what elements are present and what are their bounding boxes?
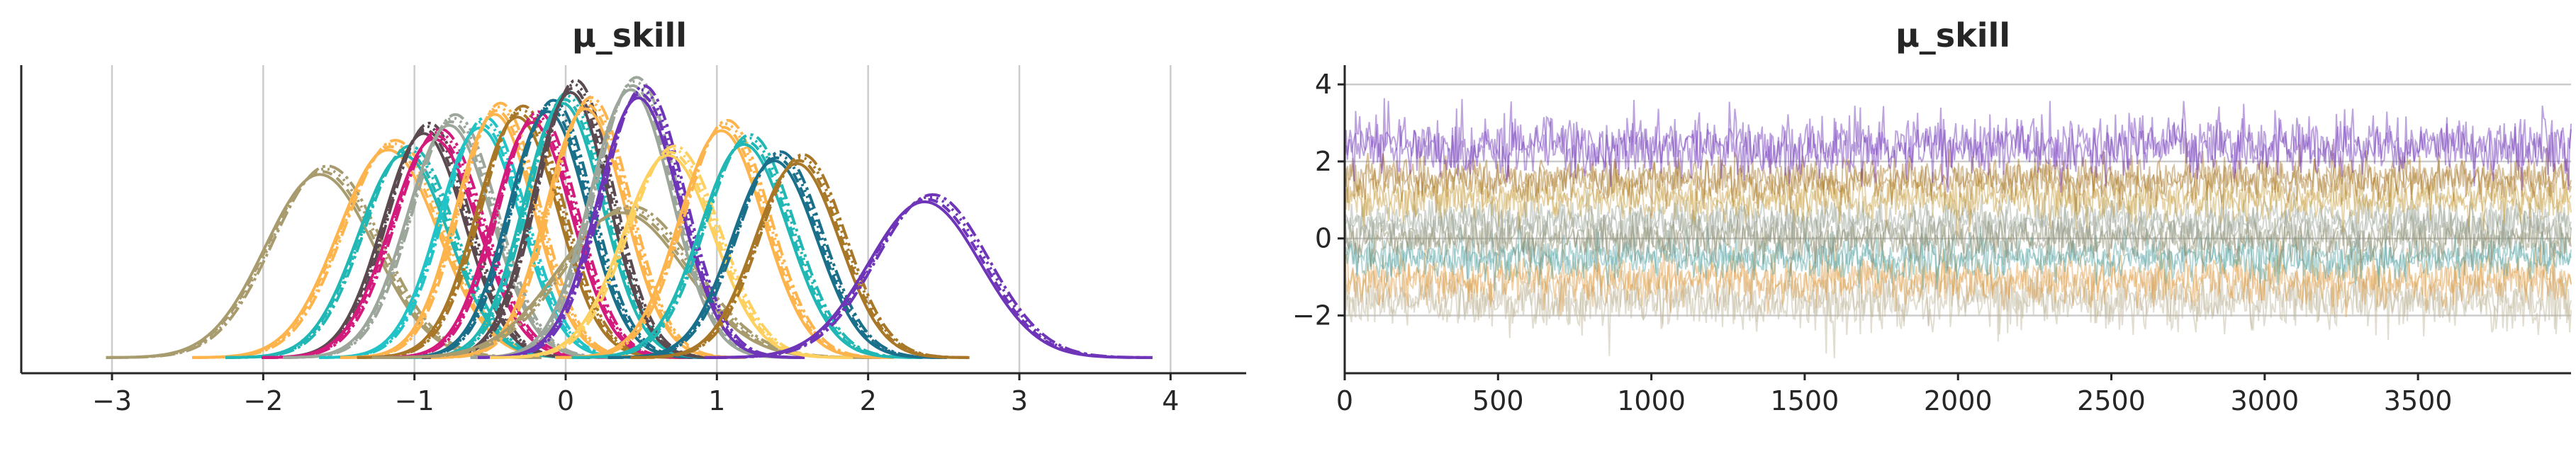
density-x-tick-label: −2 [243,385,283,416]
density-curves [106,76,1153,359]
trace-chain-line [1344,240,2572,318]
density-series [630,153,970,359]
trace-plot-title: μ_skill [1895,16,2010,55]
density-chain-line [630,153,970,359]
density-chain-line [283,120,622,359]
density-chain-line [470,84,797,359]
density-chain-line [607,156,947,359]
density-chain-line [705,193,1153,359]
trace-plot: μ_skill 0 500 1000 1500 2000 2500 3000 3500 −2 0… [1292,16,2572,416]
trace-x-tick-label: 1000 [1617,385,1686,416]
density-chain-line [340,109,655,359]
trace-chain-line [1344,137,2572,211]
density-chain-line [393,98,708,359]
density-chain-line [340,101,655,359]
density-chain-line [106,164,542,359]
trace-chain-line [1344,220,2572,292]
trace-chain-line [1344,100,2572,193]
density-series [393,98,708,359]
trace-chain-line [1344,98,2572,191]
density-chain-line [630,156,970,359]
density-x-tick-label: 1 [708,385,725,416]
density-chain-line [319,115,646,359]
trace-x-tick-label: 500 [1472,385,1524,416]
density-chain-line [607,150,947,359]
density-chain-line [283,113,622,359]
density-series [705,193,1153,359]
density-chain-line [571,140,923,359]
trace-y-tick-label: −2 [1292,300,1332,331]
trace-plot-y-ticks: −2 0 2 4 [1292,69,1345,331]
density-x-tick-label: 0 [557,385,574,416]
trace-chain-line [1344,154,2572,216]
density-series [283,113,622,359]
trace-chain-line [1344,187,2572,259]
trace-x-tick-label: 3000 [2230,385,2299,416]
density-x-tick-label: 2 [860,385,877,416]
density-x-tick-label: −1 [395,385,435,416]
trace-x-tick-label: 3500 [2384,385,2453,416]
density-chain-line [571,142,923,359]
trace-chain-line [1344,189,2572,252]
density-plot-x-ticks: −3 −2 −1 0 1 2 3 4 [92,373,1179,416]
density-chain-line [192,139,592,359]
density-chain-line [378,117,693,359]
density-chain-line [555,118,894,359]
trace-chain-line [1344,244,2572,315]
trace-x-tick-label: 0 [1336,385,1353,416]
density-plot: μ_skill −3 −2 −1 0 1 2 3 4 [20,16,1246,416]
density-chain-line [393,106,708,359]
density-series [571,133,923,359]
density-chain-line [422,79,724,359]
trace-chain-line [1344,252,2572,354]
density-series [555,118,894,359]
density-series [478,84,805,359]
trace-chain-line [1344,162,2572,233]
density-plot-title: μ_skill [572,16,687,55]
density-chain-line [478,84,805,359]
density-chain-line [470,80,797,359]
density-chain-line [490,154,853,359]
trace-chain-line [1344,166,2572,237]
density-x-tick-label: 3 [1011,385,1028,416]
density-x-tick-label: 4 [1162,385,1179,416]
trace-chain-line [1344,205,2572,277]
trace-plot-grid [1345,83,2571,317]
trace-x-tick-label: 1500 [1771,385,1839,416]
density-chain-line [555,129,894,359]
trace-chain-line [1344,227,2572,288]
trace-y-tick-label: 2 [1315,146,1332,177]
trace-lines [1344,98,2572,358]
trace-x-tick-label: 2000 [1924,385,1993,416]
trace-x-tick-label: 2500 [2077,385,2146,416]
density-chain-line [571,133,923,359]
density-chain-line [630,159,970,359]
density-chain-line [357,104,684,359]
density-chain-line [378,113,693,359]
trace-chain-line [1344,206,2572,275]
density-chain-line [357,108,684,359]
density-series [607,150,947,359]
density-x-tick-label: −3 [92,385,132,416]
trace-y-tick-label: 0 [1315,223,1332,254]
trace-y-tick-label: 4 [1315,69,1332,100]
density-chain-line [555,125,894,359]
trace-chain-line [1344,261,2572,358]
density-chain-line [490,151,853,359]
trace-plot-x-ticks: 0 500 1000 1500 2000 2500 3000 3500 [1336,373,2453,416]
